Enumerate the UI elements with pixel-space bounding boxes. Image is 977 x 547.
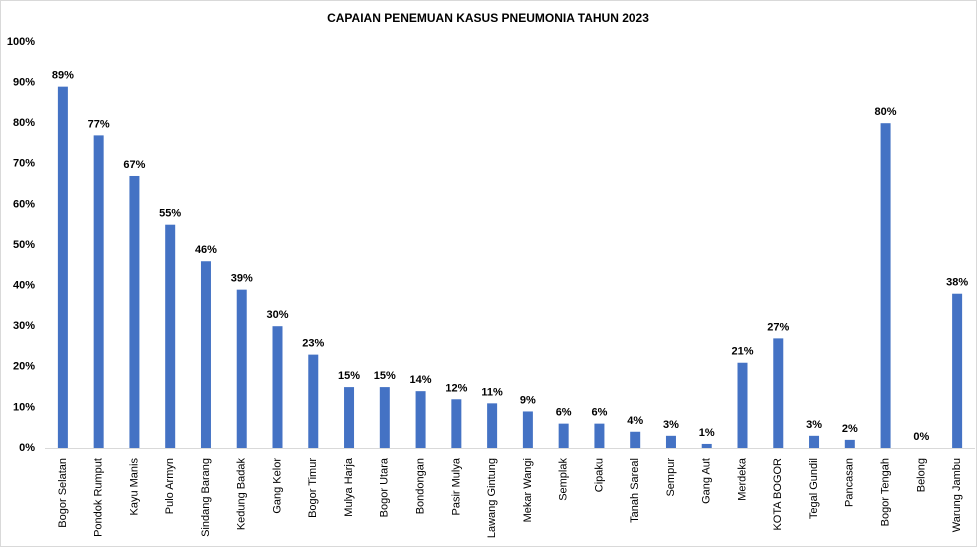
- value-label: 3%: [806, 419, 822, 431]
- chart-title: CAPAIAN PENEMUAN KASUS PNEUMONIA TAHUN 2…: [327, 11, 649, 25]
- value-label: 9%: [520, 394, 536, 406]
- x-tick-label: Pancasan: [844, 458, 856, 507]
- bar: [57, 86, 68, 448]
- bar: [594, 423, 605, 448]
- bar: [844, 439, 855, 448]
- bar: [451, 399, 462, 448]
- bar: [272, 326, 283, 448]
- x-tick-label: Kedung Badak: [236, 458, 248, 531]
- y-tick-label: 40%: [13, 280, 35, 292]
- x-tick-label: Bondongan: [414, 458, 426, 514]
- value-label: 3%: [663, 419, 679, 431]
- value-label: 21%: [731, 346, 753, 358]
- value-label: 89%: [52, 70, 74, 82]
- bar: [129, 175, 140, 449]
- value-label: 0%: [913, 431, 929, 443]
- value-label: 4%: [627, 415, 643, 427]
- x-tick-label: Belong: [915, 458, 927, 492]
- value-label: 46%: [195, 244, 217, 256]
- x-tick-label: KOTA BOGOR: [772, 458, 784, 531]
- x-tick-label: Cipaku: [593, 458, 605, 492]
- y-tick-label: 50%: [13, 239, 35, 251]
- bar: [880, 123, 891, 448]
- bar: [200, 261, 211, 448]
- x-tick-label: Sempur: [665, 458, 677, 497]
- x-tick-label: Pulo Armyn: [164, 458, 176, 514]
- value-label: 30%: [266, 309, 288, 321]
- bar: [630, 431, 641, 448]
- value-label: 12%: [445, 382, 467, 394]
- value-label: 14%: [410, 374, 432, 386]
- bar: [701, 443, 712, 448]
- x-tick-label: Semplak: [558, 458, 570, 501]
- bar: [665, 435, 676, 448]
- x-tick-label: Bogor Utara: [379, 457, 391, 517]
- x-tick-label: Gang Aut: [701, 458, 713, 504]
- value-label: 15%: [374, 370, 396, 382]
- bar: [952, 293, 963, 448]
- bar: [773, 338, 784, 448]
- bar: [487, 403, 498, 448]
- bar: [737, 362, 748, 448]
- bar: [522, 411, 533, 448]
- x-tick-label: Pasir Mulya: [450, 457, 462, 515]
- x-tick-label: Tanah Sareal: [629, 458, 641, 523]
- bar: [93, 135, 104, 448]
- y-tick-label: 30%: [13, 320, 35, 332]
- bar: [558, 423, 569, 448]
- x-tick-label: Bogor Tengah: [879, 458, 891, 526]
- y-tick-label: 100%: [7, 36, 35, 48]
- value-label: 80%: [875, 106, 897, 118]
- x-tick-label: Lawang Gintung: [486, 458, 498, 538]
- value-label: 2%: [842, 423, 858, 435]
- bar: [308, 354, 319, 448]
- value-label: 23%: [302, 338, 324, 350]
- x-tick-label: Merdeka: [736, 457, 748, 501]
- x-tick-label: Warung Jambu: [951, 458, 963, 532]
- x-tick-label: Bogor Timur: [307, 458, 319, 518]
- y-tick-label: 80%: [13, 117, 35, 129]
- bar: [809, 435, 820, 448]
- bar: [236, 289, 247, 448]
- value-label: 67%: [123, 159, 145, 171]
- bar: [344, 387, 355, 448]
- y-tick-label: 10%: [13, 401, 35, 413]
- value-label: 1%: [699, 427, 715, 439]
- y-tick-label: 20%: [13, 361, 35, 373]
- y-tick-label: 70%: [13, 158, 35, 170]
- value-label: 6%: [556, 407, 572, 419]
- x-tick-label: Gang Kelor: [271, 458, 283, 514]
- x-tick-label: Pondok Rumput: [93, 458, 105, 537]
- value-label: 38%: [946, 277, 968, 289]
- x-tick-label: Tegal Gundil: [808, 458, 820, 519]
- y-tick-label: 0%: [19, 442, 35, 454]
- value-label: 6%: [591, 407, 607, 419]
- value-label: 15%: [338, 370, 360, 382]
- x-tick-label: Kayu Manis: [128, 458, 140, 516]
- y-tick-label: 90%: [13, 77, 35, 89]
- value-label: 11%: [481, 386, 503, 398]
- value-label: 55%: [159, 208, 181, 220]
- value-label: 27%: [767, 321, 789, 333]
- x-tick-label: Sindang Barang: [200, 458, 212, 537]
- y-tick-label: 60%: [13, 198, 35, 210]
- bar: [379, 387, 390, 448]
- value-label: 77%: [88, 118, 110, 130]
- value-label: 39%: [231, 273, 253, 285]
- bar: [165, 224, 176, 448]
- x-tick-label: Mulya Harja: [343, 457, 355, 517]
- bar: [415, 391, 426, 448]
- x-tick-label: Bogor Selatan: [57, 458, 69, 528]
- x-tick-label: Mekar Wangi: [522, 458, 534, 522]
